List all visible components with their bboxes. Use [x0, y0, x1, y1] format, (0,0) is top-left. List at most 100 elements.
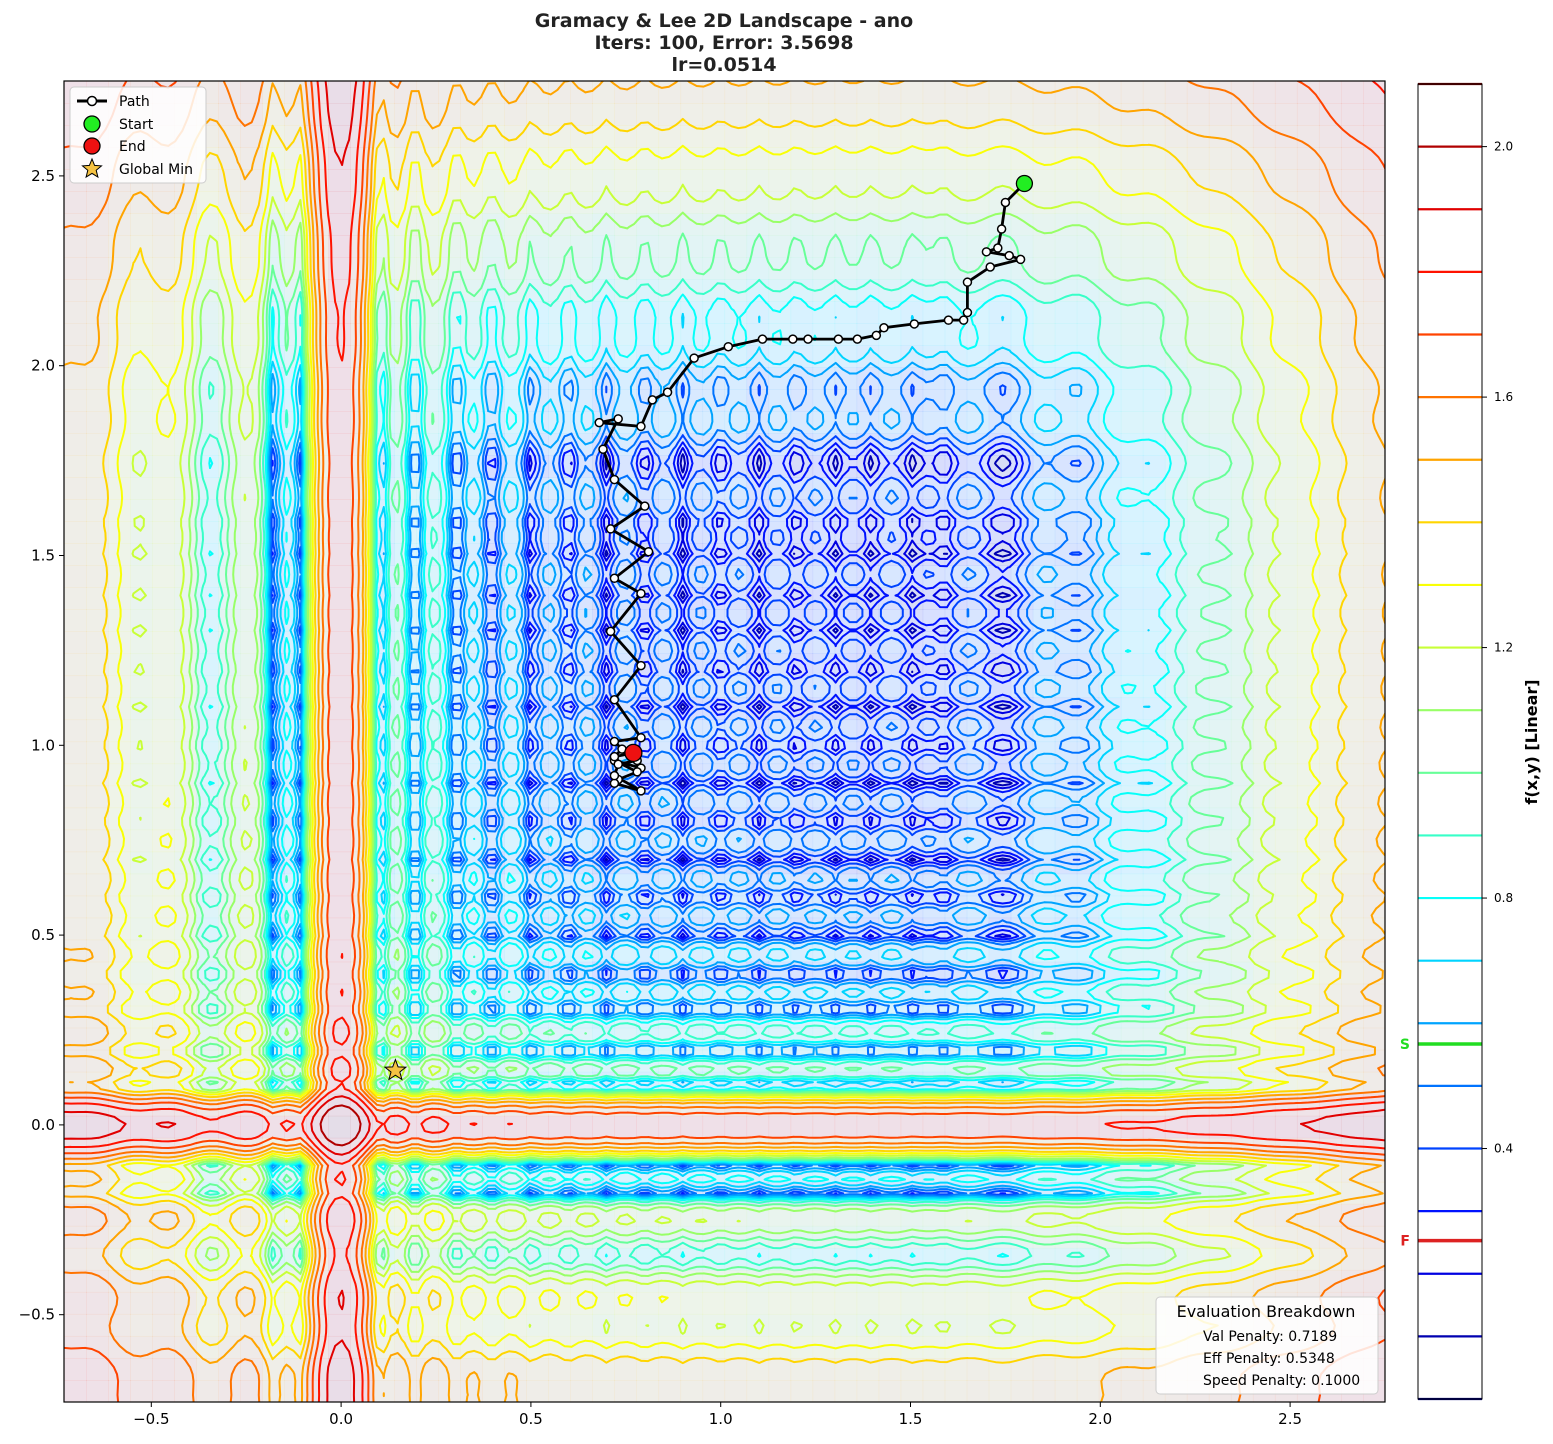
- heat-cell: [967, 1380, 990, 1403]
- heat-cell: [747, 1116, 770, 1139]
- heat-cell: [328, 1204, 351, 1227]
- heat-cell: [1033, 1270, 1056, 1293]
- heat-cell: [1099, 874, 1122, 897]
- heat-cell: [835, 1292, 858, 1315]
- heat-cell: [680, 1358, 703, 1381]
- heat-cell: [592, 1248, 615, 1271]
- heat-cell: [570, 1116, 593, 1139]
- heat-cell: [64, 1116, 87, 1139]
- heat-cell: [747, 1270, 770, 1293]
- heat-cell: [130, 962, 153, 985]
- heat-cell: [196, 1380, 219, 1403]
- heat-cell: [108, 1358, 131, 1381]
- heat-cell: [328, 1270, 351, 1293]
- heat-cell: [64, 1380, 87, 1403]
- heat-cell: [901, 1248, 924, 1271]
- heat-cell: [680, 1116, 703, 1139]
- heat-cell: [328, 962, 351, 985]
- heat-cell: [725, 1292, 748, 1315]
- heat-cell: [130, 852, 153, 875]
- heat-cell: [1187, 1028, 1210, 1051]
- heat-cell: [372, 1380, 395, 1403]
- heat-cell: [1297, 940, 1320, 963]
- heat-cell: [813, 1204, 836, 1227]
- heat-cell: [482, 1116, 505, 1139]
- heat-cell: [130, 1028, 153, 1051]
- heat-cell: [702, 1116, 725, 1139]
- heat-cell: [923, 1314, 946, 1337]
- heat-cell: [460, 1358, 483, 1381]
- heat-cell: [1121, 1336, 1144, 1359]
- heat-cell: [967, 1358, 990, 1381]
- heat-cell: [989, 1116, 1012, 1139]
- heat-cell: [64, 918, 87, 941]
- heat-cell: [1187, 1138, 1210, 1161]
- heat-cell: [813, 1314, 836, 1337]
- heat-cell: [680, 1292, 703, 1315]
- heat-cell: [1297, 984, 1320, 1007]
- heat-cell: [1099, 1336, 1122, 1359]
- heat-cell: [1341, 962, 1364, 985]
- heat-cell: [747, 1204, 770, 1227]
- heat-cell: [548, 1314, 571, 1337]
- heat-cell: [152, 1160, 175, 1183]
- heat-cell: [1275, 918, 1298, 941]
- heat-cell: [130, 896, 153, 919]
- heat-cell: [1055, 1314, 1078, 1337]
- heat-cell: [416, 1314, 439, 1337]
- heat-cell: [64, 940, 87, 963]
- heat-cell: [108, 1182, 131, 1205]
- heat-cell: [328, 896, 351, 919]
- heat-cell: [64, 1248, 87, 1271]
- heat-cell: [901, 1292, 924, 1315]
- heat-cell: [1121, 1358, 1144, 1381]
- heat-cell: [702, 1380, 725, 1403]
- heat-cell: [791, 1270, 814, 1293]
- heat-cell: [328, 874, 351, 897]
- heat-cell: [879, 1314, 902, 1337]
- heat-cell: [636, 1292, 659, 1315]
- heat-cell: [262, 1336, 285, 1359]
- heat-cell: [879, 1116, 902, 1139]
- heat-cell: [1341, 984, 1364, 1007]
- heat-cell: [658, 1380, 681, 1403]
- heat-cell: [857, 1270, 880, 1293]
- heat-cell: [306, 1380, 329, 1403]
- heat-cell: [945, 1380, 968, 1403]
- heat-cell: [328, 1380, 351, 1403]
- heat-cell: [108, 1380, 131, 1403]
- heat-cell: [1121, 874, 1144, 897]
- heat-cell: [64, 830, 87, 853]
- heat-cell: [130, 1094, 153, 1117]
- heat-cell: [813, 1292, 836, 1315]
- heat-cell: [1011, 1380, 1034, 1403]
- heat-cell: [614, 1314, 637, 1337]
- heat-cell: [1253, 984, 1276, 1007]
- heat-cell: [526, 1380, 549, 1403]
- heat-cell: [857, 1292, 880, 1315]
- heat-cell: [1363, 1116, 1386, 1139]
- heat-cell: [504, 1116, 527, 1139]
- heat-cell: [769, 1358, 792, 1381]
- heat-cell: [1297, 874, 1320, 897]
- heat-cell: [769, 1314, 792, 1337]
- heat-cell: [328, 830, 351, 853]
- heat-cell: [460, 1116, 483, 1139]
- heat-cell: [152, 1314, 175, 1337]
- heat-cell: [636, 1380, 659, 1403]
- heat-cell: [1121, 852, 1144, 875]
- heat-cell: [1033, 1314, 1056, 1337]
- heat-cell: [1275, 1116, 1298, 1139]
- heat-cell: [86, 1336, 109, 1359]
- heat-cell: [791, 1204, 814, 1227]
- heat-cell: [1033, 896, 1056, 919]
- heat-cell: [614, 1336, 637, 1359]
- heat-cell: [64, 874, 87, 897]
- heat-cell: [945, 1116, 968, 1139]
- heat-cell: [86, 984, 109, 1007]
- heat-cell: [64, 1314, 87, 1337]
- heat-cell: [813, 1380, 836, 1403]
- heat-cell: [152, 918, 175, 941]
- heat-cell: [174, 1182, 197, 1205]
- heat-cell: [592, 1380, 615, 1403]
